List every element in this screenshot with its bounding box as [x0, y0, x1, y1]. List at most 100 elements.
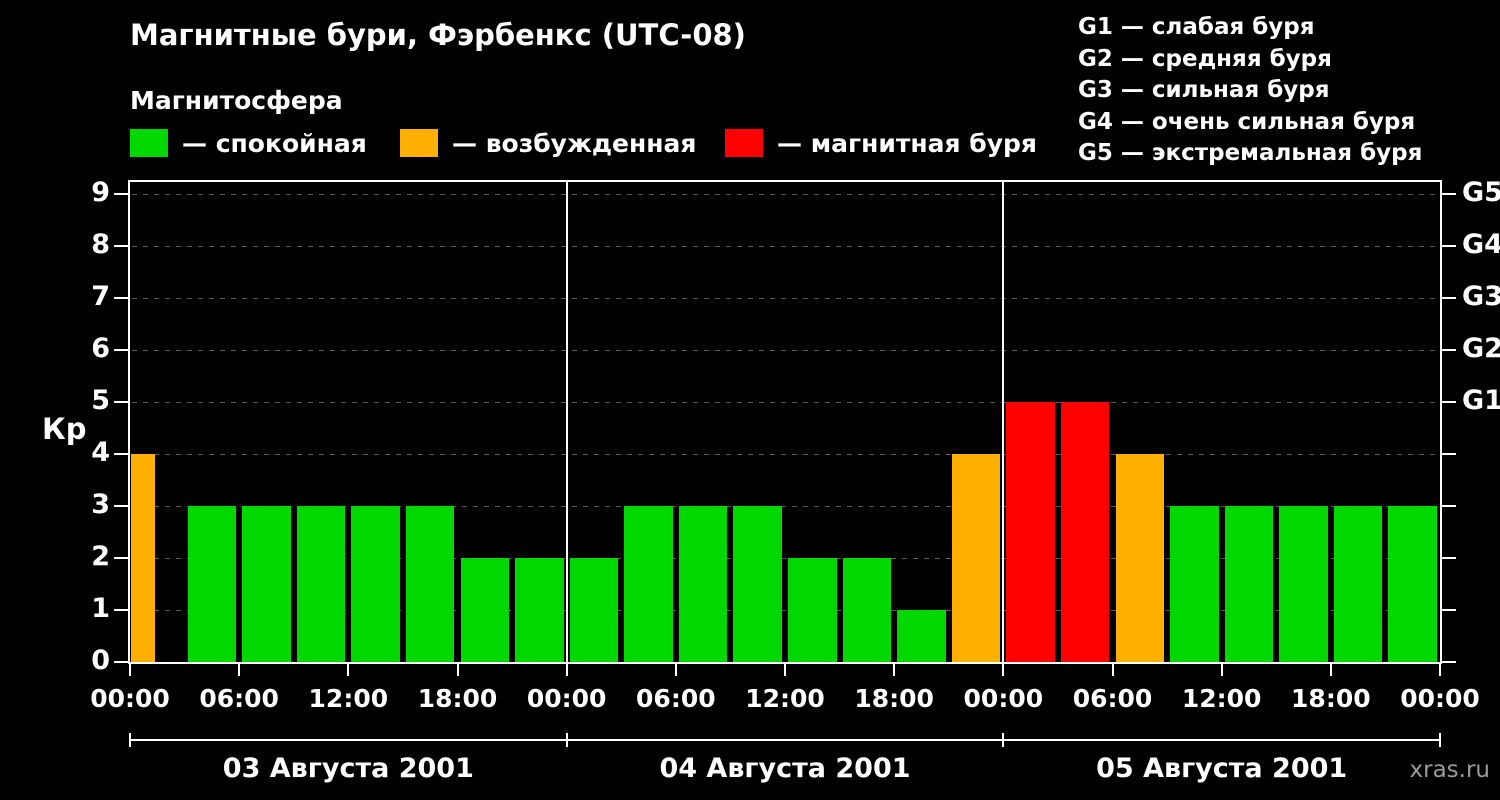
date-axis-tick [565, 733, 568, 747]
kp-bar [131, 454, 156, 662]
x-tick [1111, 664, 1114, 676]
legend-item-excited: — возбужденная [400, 127, 696, 159]
y-tick [114, 609, 128, 611]
day-boundary-line [1002, 182, 1005, 662]
gridline [132, 454, 1438, 455]
y-axis-title: Кр [42, 412, 87, 446]
y-tick-right [1442, 557, 1456, 559]
g-axis-label: G5 [1462, 177, 1500, 208]
gridline [132, 194, 1438, 195]
kp-bar [515, 558, 564, 662]
g-scale-line-g2: G2 — средняя буря [1078, 45, 1332, 72]
g-scale-line-g1: G1 — слабая буря [1078, 14, 1315, 40]
kp-bar [351, 506, 400, 662]
kp-bar [1060, 402, 1110, 662]
x-tick [893, 664, 896, 676]
g-axis-label: G2 [1462, 333, 1500, 364]
x-tick-label: 00:00 [526, 684, 607, 713]
x-tick-label: 18:00 [854, 684, 934, 713]
date-label: 05 Августа 2001 [1096, 753, 1348, 784]
g-scale-line-g3: G3 — сильная буря [1078, 77, 1330, 103]
kp-bar [624, 506, 673, 662]
kp-bar [460, 558, 510, 662]
y-tick [114, 505, 128, 507]
y-axis-line [128, 180, 130, 664]
chart-title: Магнитные бури, Фэрбенкс (UTC-08) [130, 18, 746, 52]
kp-bar [897, 610, 946, 662]
legend-item-storm: — магнитная буря [725, 127, 1037, 159]
x-tick-label: 06:00 [636, 684, 716, 713]
kp-bar [296, 506, 346, 662]
kp-bar [1279, 506, 1328, 662]
x-tick-label: 18:00 [1291, 684, 1371, 713]
y-tick [114, 557, 128, 559]
y-tick [114, 453, 128, 455]
x-tick [1220, 664, 1223, 676]
y-tick-right [1442, 245, 1456, 247]
gridline [132, 350, 1438, 351]
x-tick [456, 664, 459, 676]
kp-bar [1388, 506, 1437, 662]
x-tick-label: 00:00 [1400, 684, 1480, 713]
gridline [132, 298, 1438, 299]
y-tick-label: 4 [91, 437, 110, 468]
y-tick-right [1442, 401, 1456, 403]
kp-bar [678, 506, 728, 662]
x-tick-label: 00:00 [90, 684, 170, 713]
y-tick-label: 5 [91, 385, 110, 416]
y-tick [114, 193, 128, 195]
y-tick [114, 297, 128, 299]
y-tick-right [1442, 193, 1456, 195]
date-axis-tick [129, 733, 131, 747]
date-label: 03 Августа 2001 [222, 753, 474, 784]
x-tick [238, 664, 241, 676]
g-axis-label: G1 [1462, 385, 1500, 416]
g-scale-legend: G1 — слабая буря G2 — средняя буря G3 — … [1078, 12, 1422, 170]
y-tick-label: 3 [91, 489, 110, 520]
y-tick-label: 8 [91, 229, 110, 260]
right-axis-line [1440, 180, 1442, 664]
y-tick-label: 6 [91, 333, 110, 364]
kp-bar [405, 506, 455, 662]
x-axis-line [128, 662, 1442, 664]
y-tick [114, 349, 128, 351]
x-tick-label: 18:00 [417, 684, 498, 713]
x-tick-label: 00:00 [963, 684, 1044, 713]
x-tick-label: 06:00 [1072, 684, 1153, 713]
kp-bar [788, 558, 837, 662]
kp-bar [242, 506, 291, 662]
y-tick-right [1442, 609, 1456, 611]
watermark: xras.ru [1409, 757, 1491, 783]
x-tick [1439, 664, 1441, 676]
y-tick [114, 245, 128, 247]
date-axis-tick [1002, 733, 1005, 747]
gridline [132, 506, 1438, 507]
x-tick [784, 664, 786, 676]
x-tick [347, 664, 350, 676]
g-axis-label: G3 [1462, 281, 1500, 312]
date-label: 04 Августа 2001 [659, 753, 911, 784]
gridline [132, 610, 1438, 611]
kp-bar [1170, 506, 1219, 662]
kp-bar [1333, 506, 1383, 662]
y-tick-label: 7 [91, 281, 110, 312]
gridline [132, 558, 1438, 559]
y-tick-right [1442, 297, 1456, 299]
g-scale-line-g4: G4 — очень сильная буря [1078, 108, 1416, 135]
x-tick [1329, 664, 1332, 676]
x-tick-label: 12:00 [1181, 684, 1262, 713]
excited-color-swatch [400, 129, 438, 157]
y-tick-label: 9 [91, 177, 110, 208]
kp-bar [1006, 402, 1055, 662]
x-tick-label: 12:00 [745, 684, 825, 713]
date-axis-line [130, 739, 1440, 741]
kp-bar [951, 454, 1001, 662]
g-scale-line-g5: G5 — экстремальная буря [1078, 140, 1423, 166]
kp-bar [1115, 454, 1165, 662]
x-tick [1002, 664, 1005, 676]
y-tick [114, 401, 128, 403]
storm-color-swatch [725, 129, 763, 157]
y-tick [114, 661, 128, 663]
legend-heading: Магнитосфера [130, 86, 343, 115]
